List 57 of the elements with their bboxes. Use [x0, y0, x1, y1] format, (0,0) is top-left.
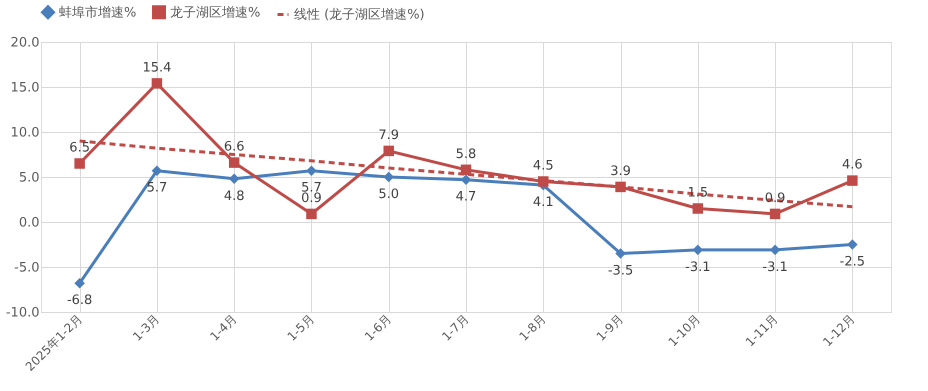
data-label: -3.5: [608, 264, 634, 278]
point: [615, 248, 626, 259]
y-tick-label: 5.0: [18, 170, 40, 186]
point: [306, 165, 317, 176]
x-tick-label: 1-8月: [516, 312, 549, 344]
point: [152, 78, 162, 89]
point: [692, 244, 704, 256]
point: [460, 174, 472, 185]
data-label: 7.9: [378, 128, 400, 143]
point: [460, 164, 472, 176]
data-label: 15.4: [142, 60, 172, 76]
y-tick-label: 15.0: [10, 80, 40, 96]
legend-label: 龙子湖区增速%: [170, 5, 260, 20]
y-tick-label: 10.0: [10, 126, 40, 140]
data-label: 1.5: [687, 186, 708, 200]
point: [383, 172, 394, 182]
data-label: 5.8: [456, 146, 476, 162]
point: [74, 158, 85, 169]
x-tick-label: 1-7月: [439, 312, 472, 344]
data-label: 6.5: [69, 140, 90, 156]
point: [306, 208, 317, 220]
y-tick-label: -10.0: [6, 306, 40, 320]
point: [383, 146, 394, 156]
x-tick-label: 1-3月: [130, 312, 162, 344]
point: [152, 165, 162, 176]
point: [847, 239, 858, 250]
data-label: 4.6: [842, 158, 863, 173]
x-tick-label: 1-5月: [284, 312, 317, 344]
point: [770, 244, 780, 256]
data-label: -3.1: [685, 260, 711, 275]
y-tick-label: 20.0: [10, 36, 40, 50]
point: [770, 208, 780, 220]
y-tick-label: -5.0: [14, 260, 40, 276]
data-label: -6.8: [66, 293, 92, 308]
x-tick-label: 1-4月: [207, 312, 240, 344]
data-label: 4.7: [456, 190, 476, 205]
data-label: -2.5: [840, 254, 866, 270]
point: [692, 203, 704, 214]
x-tick-label: 1-6月: [362, 312, 394, 344]
point: [615, 182, 626, 192]
legend-label: 蚌埠市增速%: [59, 5, 136, 20]
data-label: 4.5: [532, 158, 554, 174]
data-label: 5.0: [378, 187, 400, 202]
point: [847, 175, 858, 186]
data-label: -3.1: [762, 260, 788, 275]
point: [228, 157, 240, 168]
data-label: 4.8: [224, 188, 245, 204]
data-label: 6.6: [224, 140, 245, 155]
data-label: 5.7: [146, 180, 168, 196]
data-label: 4.1: [532, 195, 554, 210]
x-tick-label: 1-9月: [594, 312, 626, 344]
point: [74, 278, 85, 288]
legend-label: 线性 (龙子湖区增速%): [294, 8, 425, 22]
point: [538, 176, 549, 187]
point: [228, 174, 240, 184]
y-tick-label: 0.0: [18, 216, 40, 230]
data-label: 3.9: [610, 164, 631, 179]
